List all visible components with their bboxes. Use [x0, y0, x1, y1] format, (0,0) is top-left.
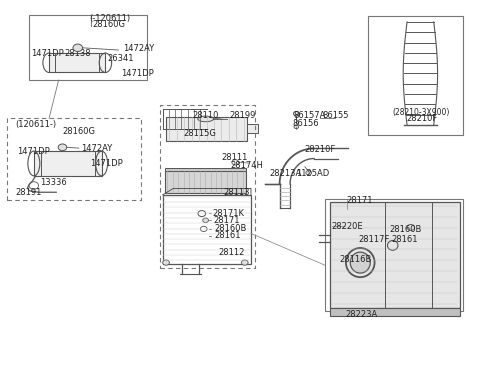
Text: 86155: 86155 — [322, 111, 348, 120]
Bar — [325, 199, 463, 311]
Text: 86156: 86156 — [292, 119, 319, 128]
Bar — [165, 171, 246, 193]
Text: 28213A: 28213A — [270, 169, 302, 178]
Circle shape — [407, 224, 415, 230]
Text: 28160B: 28160B — [214, 224, 247, 233]
Bar — [330, 202, 459, 308]
Text: 1471DP: 1471DP — [90, 159, 122, 167]
Text: 28210F: 28210F — [304, 145, 336, 154]
Text: 13336: 13336 — [40, 178, 67, 187]
Text: 28160B: 28160B — [389, 225, 421, 234]
Text: 28171K: 28171K — [212, 210, 244, 218]
Bar — [368, 15, 463, 135]
Text: (-120611): (-120611) — [90, 14, 131, 23]
Text: 28223A: 28223A — [345, 311, 377, 319]
Text: 28210F: 28210F — [406, 114, 437, 123]
Text: 28161: 28161 — [214, 231, 241, 240]
Ellipse shape — [350, 252, 370, 273]
Text: 28161: 28161 — [392, 235, 418, 244]
Bar — [49, 53, 106, 72]
Text: 1471DP: 1471DP — [120, 69, 154, 78]
Text: 28160G: 28160G — [92, 20, 125, 29]
Circle shape — [306, 170, 312, 175]
Text: 1471DP: 1471DP — [31, 49, 64, 58]
Text: 1472AY: 1472AY — [82, 144, 113, 153]
Text: 26341: 26341 — [108, 54, 134, 63]
Text: 28113: 28113 — [223, 188, 250, 198]
Circle shape — [163, 260, 169, 265]
Text: 1125AD: 1125AD — [296, 169, 330, 178]
Text: (120611-): (120611-) — [16, 120, 57, 129]
Circle shape — [73, 44, 83, 52]
Circle shape — [241, 260, 248, 265]
Ellipse shape — [198, 116, 214, 122]
Text: 28111: 28111 — [222, 153, 248, 162]
Bar — [29, 15, 147, 80]
Text: 1472AY: 1472AY — [123, 44, 155, 53]
Text: 28171: 28171 — [213, 216, 240, 225]
Text: 28112: 28112 — [218, 248, 245, 257]
Text: 28116B: 28116B — [339, 255, 372, 264]
Circle shape — [203, 218, 208, 222]
Bar — [247, 124, 258, 133]
Text: 28174H: 28174H — [230, 161, 264, 170]
Text: (28210-3X900): (28210-3X900) — [393, 109, 450, 117]
Bar — [163, 195, 251, 264]
Text: 86157A: 86157A — [293, 111, 326, 120]
Text: 28191: 28191 — [16, 188, 42, 197]
Text: 28220E: 28220E — [332, 222, 363, 231]
Polygon shape — [166, 116, 247, 141]
Text: 28115G: 28115G — [184, 129, 216, 138]
Text: 28160G: 28160G — [62, 127, 96, 136]
Text: 1471DP: 1471DP — [17, 147, 49, 156]
Circle shape — [294, 125, 299, 129]
Bar — [330, 308, 459, 316]
Text: 28199: 28199 — [229, 111, 256, 120]
Bar — [34, 151, 102, 176]
Bar — [165, 167, 246, 171]
Circle shape — [293, 112, 299, 116]
Circle shape — [58, 144, 67, 151]
Text: 28117F: 28117F — [359, 235, 390, 244]
Text: 28138: 28138 — [64, 49, 91, 58]
Text: 28110: 28110 — [192, 111, 219, 120]
Text: 28171: 28171 — [346, 196, 372, 205]
